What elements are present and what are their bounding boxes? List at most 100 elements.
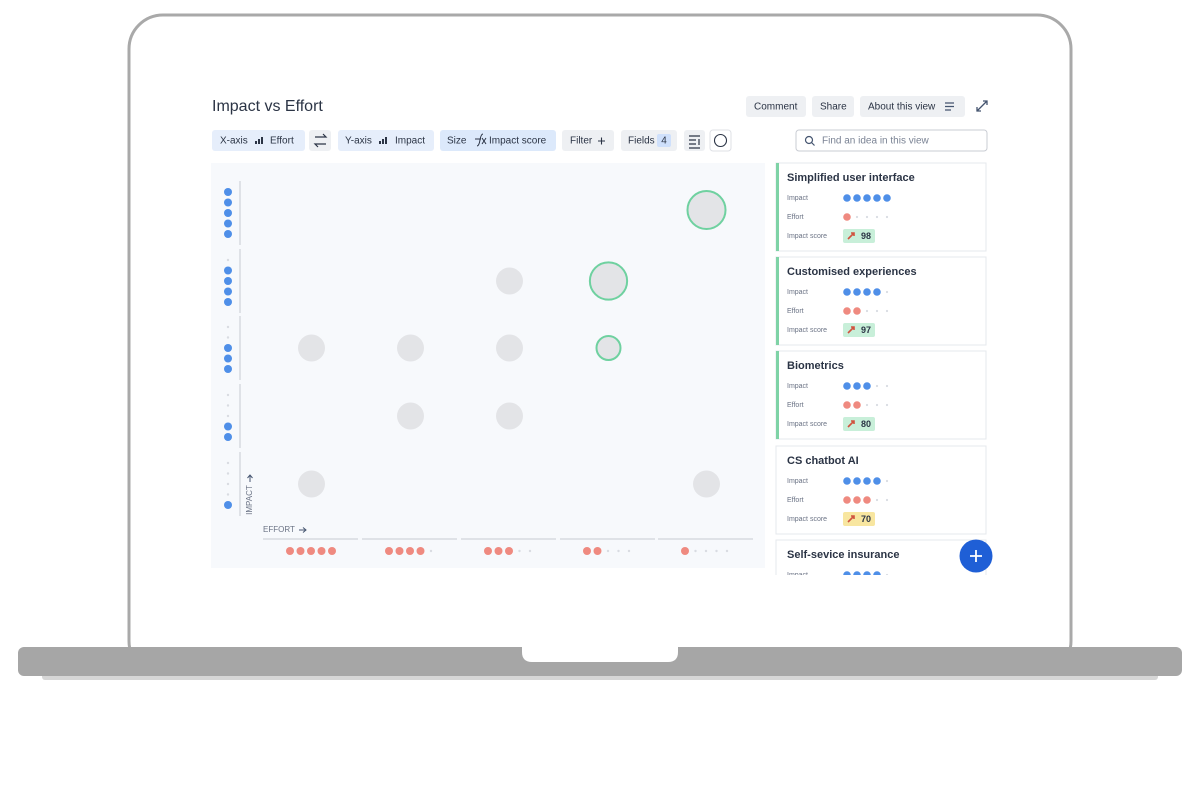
field-label: Impact score	[787, 516, 827, 523]
impact-dot-empty	[226, 482, 230, 486]
score-icon	[847, 420, 855, 428]
score-value: 97	[861, 325, 871, 335]
card-title: Self-sevice insurance	[787, 549, 900, 561]
idea-bubble[interactable]	[686, 189, 727, 231]
rating-dot-empty	[885, 479, 889, 483]
expand-icon[interactable]	[976, 100, 988, 112]
rating-dot	[873, 288, 881, 296]
card-accent	[776, 351, 779, 439]
idea-bubble[interactable]	[588, 261, 629, 301]
rating-dot	[843, 213, 851, 221]
impact-dot	[224, 198, 232, 207]
field-label: Impact	[787, 195, 808, 202]
pill-label: Size	[447, 136, 467, 147]
impact-dot	[224, 354, 232, 363]
idea-card[interactable]	[775, 539, 987, 628]
effort-dot-empty	[694, 549, 697, 553]
field-label: Impact	[787, 289, 808, 296]
action-button[interactable]	[860, 96, 965, 117]
impact-dot	[224, 219, 232, 228]
swap-button[interactable]	[309, 130, 331, 151]
rating-dot-empty	[885, 403, 889, 407]
idea-bubble[interactable]	[298, 470, 325, 498]
rating-dot	[883, 194, 891, 202]
bars-icon	[379, 137, 387, 144]
effort-dot	[296, 547, 305, 555]
effort-dot	[328, 547, 336, 555]
impact-dot	[224, 188, 232, 196]
effort-dot	[681, 547, 689, 555]
search-placeholder: Find an idea in this view	[822, 136, 930, 147]
filter-button[interactable]	[562, 130, 614, 151]
impact-dot	[224, 277, 232, 285]
rating-dot	[843, 307, 851, 315]
size-pill[interactable]	[440, 130, 556, 151]
search-box[interactable]	[795, 129, 988, 152]
ai-button[interactable]	[709, 129, 732, 152]
effort-dot-empty	[528, 549, 532, 553]
rating-dot	[843, 288, 851, 296]
field-label: Effort	[787, 497, 804, 504]
impact-dot	[224, 266, 232, 275]
idea-bubble[interactable]	[595, 335, 622, 361]
idea-bubble[interactable]	[693, 470, 720, 498]
idea-bubble[interactable]	[397, 334, 424, 362]
view-title: Impact vs Effort	[212, 98, 323, 115]
pill-value: Effort	[270, 136, 294, 147]
rating-dot-empty	[875, 498, 879, 502]
rating-dot-empty	[865, 403, 869, 407]
rating-dot-empty	[865, 309, 869, 313]
layout-icon	[689, 135, 700, 149]
rating-dot	[853, 382, 861, 390]
effort-dot	[286, 547, 294, 555]
effort-dot-empty	[627, 549, 631, 553]
pill-label: Y-axis	[345, 136, 372, 147]
search-icon-handle	[811, 142, 815, 146]
impact-dot	[224, 209, 232, 217]
rating-dot	[863, 496, 871, 504]
idea-card[interactable]	[775, 445, 987, 535]
action-label: Comment	[754, 102, 798, 113]
rating-dot	[873, 477, 881, 485]
idea-bubble[interactable]	[496, 402, 523, 430]
effort-dot-empty	[704, 549, 708, 553]
action-button[interactable]	[746, 96, 806, 117]
effort-dot	[395, 547, 404, 555]
effort-dot	[494, 547, 503, 555]
impact-dot	[224, 230, 232, 238]
impact-dot	[224, 287, 232, 296]
y-axis-label: IMPACT	[245, 485, 254, 515]
rating-dot	[853, 571, 861, 575]
field-label: Impact	[787, 478, 808, 485]
action-button[interactable]	[812, 96, 854, 117]
effort-dot-empty	[518, 549, 521, 553]
idea-bubble[interactable]	[496, 267, 523, 295]
impact-dot-empty	[226, 472, 230, 475]
idea-bubble[interactable]	[397, 402, 424, 430]
idea-card[interactable]	[775, 162, 987, 252]
rating-dot	[863, 288, 871, 296]
impact-dot-empty	[226, 258, 230, 262]
bars-icon	[255, 137, 263, 144]
impact-dot	[224, 298, 232, 306]
rating-dot-empty	[875, 403, 879, 407]
rating-dot	[843, 382, 851, 390]
rating-dot-empty	[875, 384, 879, 388]
fx-icon	[475, 133, 487, 147]
laptop-notch	[522, 647, 678, 662]
effort-dot-empty	[429, 549, 433, 553]
score-value: 98	[861, 231, 871, 241]
idea-bubble[interactable]	[496, 334, 523, 362]
effort-dot	[406, 547, 414, 555]
rating-dot-empty	[885, 290, 889, 294]
impact-dot-empty	[226, 414, 230, 418]
idea-card[interactable]	[775, 350, 987, 440]
rating-dot-empty	[885, 573, 889, 575]
idea-bubble[interactable]	[298, 334, 325, 362]
card-title: CS chatbot AI	[787, 455, 859, 467]
count-text: 4	[661, 136, 667, 147]
action-label: About this view	[868, 102, 936, 113]
effort-dot-empty	[715, 549, 718, 553]
card-accent	[776, 257, 779, 345]
rating-dot	[843, 571, 851, 575]
